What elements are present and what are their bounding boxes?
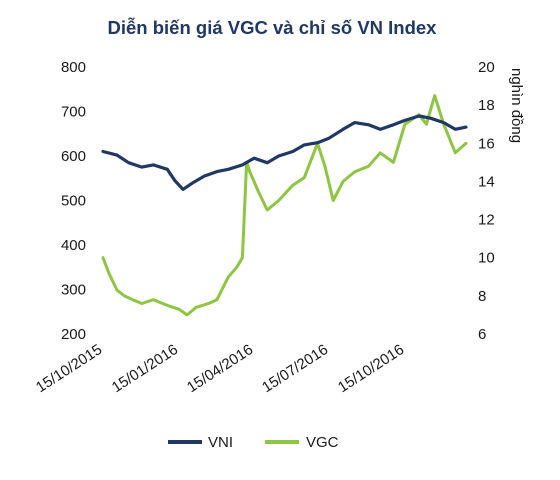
right-tick-label: 10 (478, 250, 495, 267)
legend-label-vgc: VGC (306, 434, 339, 451)
left-tick-label: 300 (61, 282, 86, 299)
left-tick-label: 700 (61, 104, 86, 121)
left-tick-label: 500 (61, 193, 86, 210)
left-tick-label: 800 (61, 59, 86, 76)
x-tick-label: 15/07/2016 (259, 341, 331, 396)
left-tick-label: 400 (61, 237, 86, 254)
x-tick-label: 15/10/2016 (335, 341, 407, 396)
right-tick-label: 16 (478, 135, 495, 152)
chart-title: Diễn biến giá VGC và chỉ số VN Index (108, 17, 438, 38)
left-tick-label: 200 (61, 326, 86, 343)
right-tick-label: 18 (478, 97, 495, 114)
x-tick-label: 15/04/2016 (184, 341, 256, 396)
series-layer (101, 94, 468, 317)
left-axis: 800 700 600 500 400 300 200 (61, 59, 86, 343)
x-tick-label: 15/10/2015 (33, 341, 105, 396)
series-line-vgc (101, 94, 468, 317)
right-tick-label: 12 (478, 212, 495, 229)
right-tick-label: 14 (478, 173, 495, 190)
right-tick-label: 6 (478, 326, 486, 343)
left-tick-label: 600 (61, 148, 86, 165)
right-axis-label: nghìn đồng (508, 68, 525, 143)
right-axis: 20 18 16 14 12 10 8 6 (478, 59, 495, 343)
right-tick-label: 8 (478, 288, 486, 305)
legend: VNI VGC (168, 434, 339, 451)
right-tick-label: 20 (478, 59, 495, 76)
series-line-vni (101, 114, 468, 191)
legend-label-vni: VNI (208, 434, 233, 451)
x-tick-label: 15/01/2016 (109, 341, 181, 396)
x-axis: 15/10/2015 15/01/2016 15/04/2016 15/07/2016… (33, 341, 407, 396)
